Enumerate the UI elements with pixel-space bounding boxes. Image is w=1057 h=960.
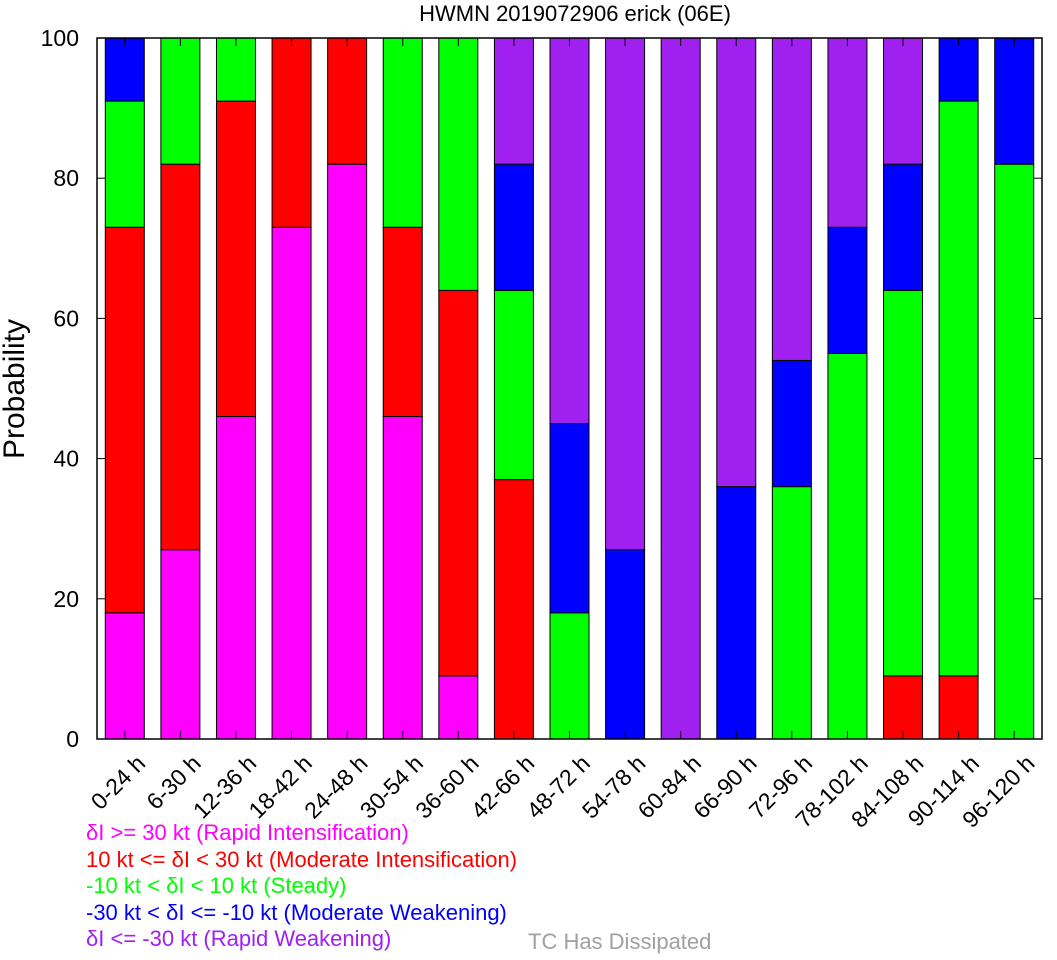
- bar-segment-mi-0: [104, 226, 145, 614]
- bar-segment-rw-14: [883, 37, 924, 165]
- bar-segment-ri-2: [215, 416, 256, 740]
- bar-segment-st-2: [215, 37, 256, 102]
- bar-segment-mi-15: [938, 675, 979, 740]
- bar-segment-mi-1: [160, 163, 201, 551]
- bar-segment-rw-13: [827, 37, 868, 228]
- bar-segment-st-15: [938, 100, 979, 677]
- bar-segment-mi-5: [382, 226, 423, 418]
- bar-segment-ri-5: [382, 416, 423, 740]
- bar-segment-ri-1: [160, 549, 201, 740]
- bar-segment-ri-0: [104, 612, 145, 740]
- bar-segment-rw-11: [716, 37, 757, 488]
- plot-frame: [96, 37, 1043, 740]
- legend-entry-rapid-weakening: δI <= -30 kt (Rapid Weakening): [86, 926, 392, 951]
- legend-entry-steady: -10 kt < δI < 10 kt (Steady): [86, 873, 347, 898]
- bars-group: [104, 37, 1035, 740]
- y-tick-label: 100: [41, 25, 79, 51]
- y-tick-label: 80: [53, 165, 79, 191]
- bar-segment-mi-6: [438, 289, 479, 677]
- bar-segment-ri-4: [327, 163, 368, 740]
- bar-segment-mw-16: [994, 37, 1035, 165]
- bar-segment-rw-8: [549, 37, 590, 425]
- legend-entry-dissipated: TC Has Dissipated: [528, 929, 712, 954]
- legend: δI >= 30 kt (Rapid Intensification) 10 k…: [86, 820, 517, 953]
- bar-segment-mw-12: [771, 359, 812, 488]
- y-tick-label: 60: [53, 305, 79, 331]
- bar-segment-mi-4: [327, 37, 368, 165]
- bar-segment-mw-15: [938, 37, 979, 102]
- y-tick-label: 40: [53, 446, 79, 472]
- bar-segment-rw-10: [660, 37, 701, 740]
- legend-entry-moderate-weakening: -30 kt < δI <= -10 kt (Moderate Weakenin…: [86, 899, 507, 925]
- bar-segment-st-13: [827, 352, 868, 740]
- bar-segment-mw-13: [827, 226, 868, 354]
- bar-segment-st-14: [883, 289, 924, 677]
- bar-segment-mw-14: [883, 163, 924, 291]
- legend-entry-moderate-intensification: 10 kt <= δI < 30 kt (Moderate Intensific…: [86, 846, 518, 872]
- y-tick-label: 20: [53, 586, 79, 612]
- bar-segment-st-1: [160, 37, 201, 165]
- x-tick-label: 0-24 h: [86, 750, 151, 815]
- bar-segment-st-12: [771, 486, 812, 740]
- bar-segment-st-8: [549, 612, 590, 740]
- bar-segment-mw-11: [716, 486, 757, 740]
- bar-segment-mw-0: [104, 37, 145, 102]
- bar-segment-rw-9: [605, 37, 646, 551]
- bar-segment-st-5: [382, 37, 423, 228]
- bar-segment-mw-8: [549, 423, 590, 614]
- bar-segment-mi-14: [883, 675, 924, 740]
- bar-segment-mw-7: [493, 163, 534, 291]
- y-axis-label: Probability: [0, 319, 31, 459]
- bar-segment-mi-3: [271, 37, 312, 228]
- bar-segment-ri-6: [438, 675, 479, 740]
- legend-entry-rapid-intensification: δI >= 30 kt (Rapid Intensification): [86, 820, 409, 845]
- bar-segment-mi-7: [493, 479, 534, 740]
- bar-segment-st-6: [438, 37, 479, 291]
- bar-segment-rw-7: [493, 37, 534, 165]
- bar-segment-rw-12: [771, 37, 812, 361]
- bar-segment-st-0: [104, 100, 145, 228]
- bar-segment-mw-9: [605, 549, 646, 740]
- bar-segment-ri-3: [271, 226, 312, 740]
- bar-segment-st-16: [994, 163, 1035, 740]
- chart-title: HWMN 2019072906 erick (06E): [419, 1, 731, 26]
- bar-segment-mi-2: [215, 100, 256, 418]
- bar-segment-st-7: [493, 289, 534, 481]
- y-tick-label: 0: [66, 726, 79, 752]
